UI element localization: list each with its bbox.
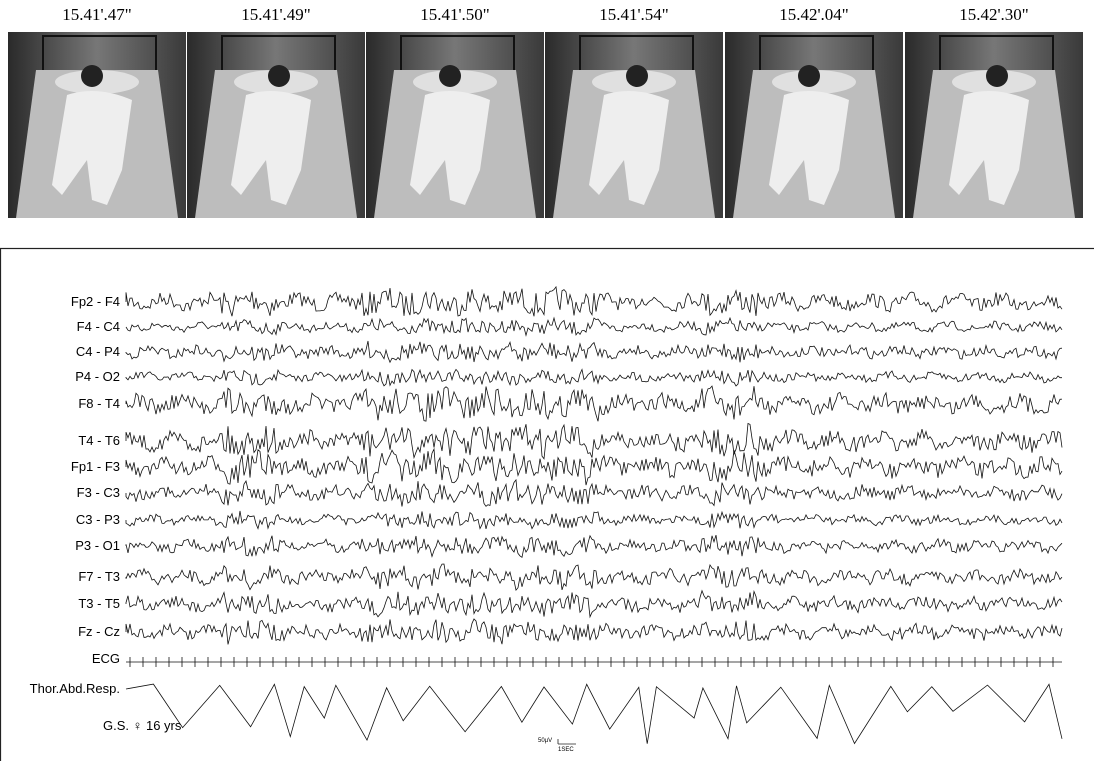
photo-timestamp: 15.42'.30" [959,5,1029,24]
channel-label: Fp1 - F3 [71,459,120,474]
eeg-trace [125,534,1063,558]
eeg-trace [126,657,1062,667]
head [268,65,290,87]
channel-label: F8 - T4 [78,396,120,411]
eeg-trace [125,385,1063,422]
scale-amplitude: 50µV [538,738,552,744]
eeg-trace [125,510,1063,530]
eeg-trace [125,316,1063,337]
head [626,65,648,87]
channel-label: Thor.Abd.Resp. [30,681,120,696]
photo-timestamp: 15.41'.47" [62,5,132,24]
subject-label: G.S. ♀ 16 yrs [103,718,182,733]
photo-timestamp: 15.41'.49" [241,5,311,24]
channel-label: T3 - T5 [78,596,120,611]
eeg-trace [125,285,1063,317]
channel-label: C3 - P3 [76,512,120,527]
eeg-trace [125,589,1063,619]
body [589,91,669,205]
eeg-frame [0,247,1094,761]
body [769,91,849,205]
channel-label: T4 - T6 [78,433,120,448]
photo-timestamp: 15.41'.50" [420,5,490,24]
channel-label: Fp2 - F4 [71,294,120,309]
head [798,65,820,87]
photo-timestamp: 15.41'.54" [599,5,669,24]
body [52,91,132,205]
eeg-trace [125,478,1063,507]
channel-label: ECG [92,651,120,666]
eeg-trace [125,368,1062,387]
body [231,91,311,205]
channel-label: C4 - P4 [76,344,120,359]
channel-label: Fz - Cz [78,624,120,639]
head [986,65,1008,87]
eeg-trace [125,563,1063,591]
channel-label: F7 - T3 [78,569,120,584]
eeg-trace [125,340,1063,364]
channel-label: P4 - O2 [75,369,120,384]
channel-label: F3 - C3 [77,485,120,500]
eeg-trace [125,618,1063,645]
body [410,91,490,205]
eeg-panel: Fp2 - F4 F4 - C4 C4 - P4 P4 - O2 F8 - T4 T4 -… [30,285,1063,745]
eeg-trace [125,683,1063,745]
head [81,65,103,87]
eeg-trace [125,447,1063,486]
scale-time: 1SEC [558,747,574,753]
channel-label: P3 - O1 [75,538,120,553]
photo-strip: 15.41'.47" 15.41'.49" 15.41'.50" 15.41'.54"… [8,5,1083,218]
eeg-trace [125,422,1063,460]
channel-label: F4 - C4 [77,319,120,334]
head [439,65,461,87]
body [949,91,1029,205]
photo-timestamp: 15.42'.04" [779,5,849,24]
